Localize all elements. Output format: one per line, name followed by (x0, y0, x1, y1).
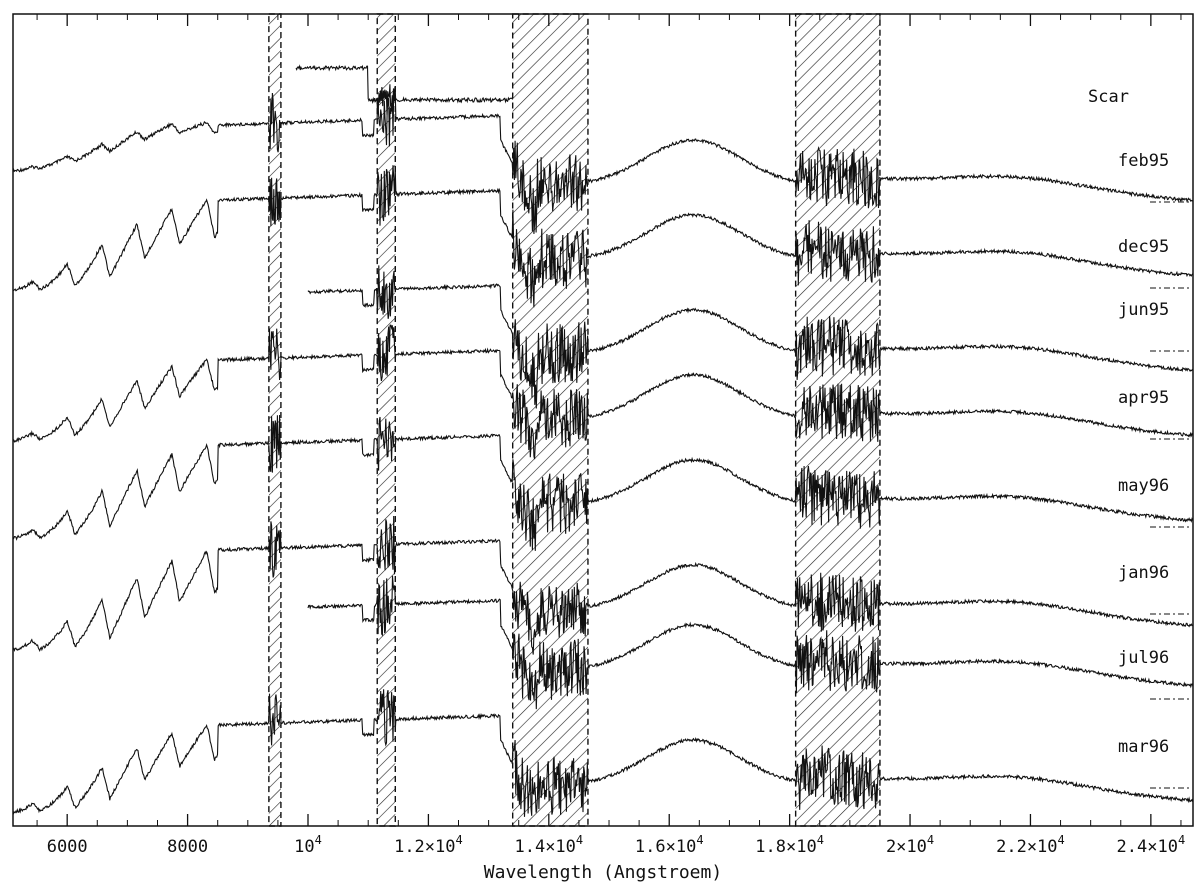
x-axis-title: Wavelength (Angstroem) (484, 862, 722, 883)
spectrum-mar96 (12, 689, 1194, 817)
epoch-label-jan96: jan96 (1118, 563, 1169, 583)
epoch-label-dec95: dec95 (1118, 237, 1169, 257)
x-axis: 6000 8000 104 1.2×104 1.4×104 1.6×104 1.8×104 2… (36, 14, 1186, 857)
spectrum-jul96 (307, 575, 1194, 710)
epoch-label-jun95: jun95 (1118, 300, 1169, 320)
x-tick-label: 1.8×104 (755, 833, 824, 857)
epoch-label-feb95: feb95 (1118, 151, 1169, 171)
epoch-label-mar96: mar96 (1118, 737, 1169, 757)
x-tick-label: 2.4×104 (1117, 833, 1186, 857)
x-tick-label: 2.2×104 (996, 833, 1065, 857)
spectrum-jun95 (307, 265, 1194, 409)
epoch-label-may96: may96 (1118, 476, 1169, 496)
x-tick-label: 1.6×104 (635, 833, 704, 857)
x-tick-label: 2×104 (886, 833, 934, 857)
epoch-label-apr95: apr95 (1118, 388, 1169, 408)
spectrum-top-fragment (295, 64, 514, 115)
spectrum-apr95 (12, 324, 1194, 460)
x-tick-label: 1.2×104 (394, 833, 463, 857)
epoch-labels: feb95 dec95 jun95 apr95 may96 jan96 jul96 mar96 (1118, 151, 1192, 789)
plot-frame (12, 13, 1194, 827)
epoch-label-jul96: jul96 (1118, 648, 1169, 668)
spectra-series (12, 64, 1194, 817)
x-tick-label: 8000 (167, 837, 208, 857)
spectrum-feb95 (12, 89, 1194, 234)
spectrum-jan96 (12, 515, 1194, 655)
x-tick-label: 1.4×104 (514, 833, 583, 857)
star-label: Scar (1088, 87, 1129, 107)
x-tick-label: 104 (294, 833, 322, 857)
x-tick-label: 6000 (47, 837, 88, 857)
spectrum-may96 (12, 414, 1194, 551)
spectrum-dec95 (12, 165, 1194, 308)
